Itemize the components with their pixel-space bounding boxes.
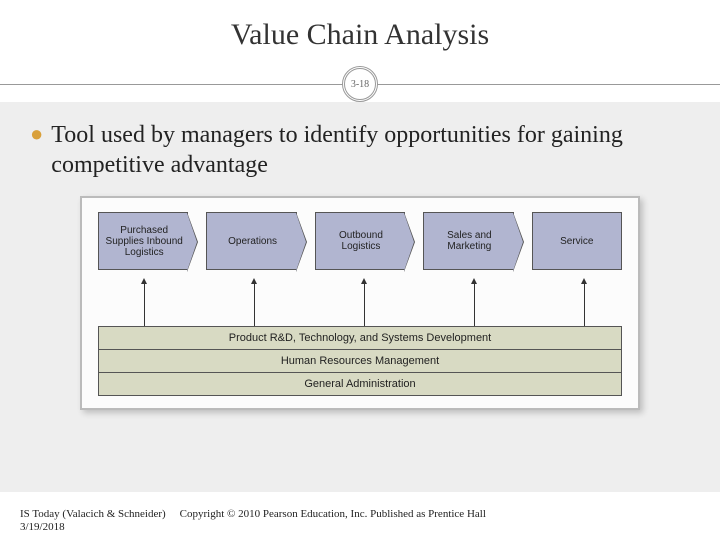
footer-date: 3/19/2018 [20,521,166,534]
activity-label: Sales and Marketing [430,230,508,252]
slide-title: Value Chain Analysis [0,18,720,52]
bullet-text: Tool used by managers to identify opport… [51,120,696,180]
support-activity-box: Product R&D, Technology, and Systems Dev… [98,326,622,350]
divider: 3-18 [0,66,720,102]
activity-box: Operations [206,212,296,270]
activity-label: Operations [228,236,277,247]
connector-line [584,284,585,326]
activity-box: Service [532,212,622,270]
activity-box: Outbound Logistics [315,212,405,270]
activity-box: Purchased Supplies Inbound Logistics [98,212,188,270]
footer-source: IS Today (Valacich & Schneider) [20,508,166,521]
page-number-badge: 3-18 [342,66,378,102]
activity-label: Service [560,236,593,247]
connector-line [254,284,255,326]
activity-label: Purchased Supplies Inbound Logistics [105,225,183,258]
activity-box: Sales and Marketing [423,212,513,270]
connector-line [144,284,145,326]
support-activity-box: General Administration [98,373,622,396]
connector-line [364,284,365,326]
connector-line [474,284,475,326]
activity-label: Outbound Logistics [322,230,400,252]
footer-copyright: Copyright © 2010 Pearson Education, Inc.… [180,508,486,520]
support-activity-box: Human Resources Management [98,350,622,373]
value-chain-diagram: Purchased Supplies Inbound Logistics Oper… [80,196,640,410]
bullet-icon: ● [30,120,43,148]
